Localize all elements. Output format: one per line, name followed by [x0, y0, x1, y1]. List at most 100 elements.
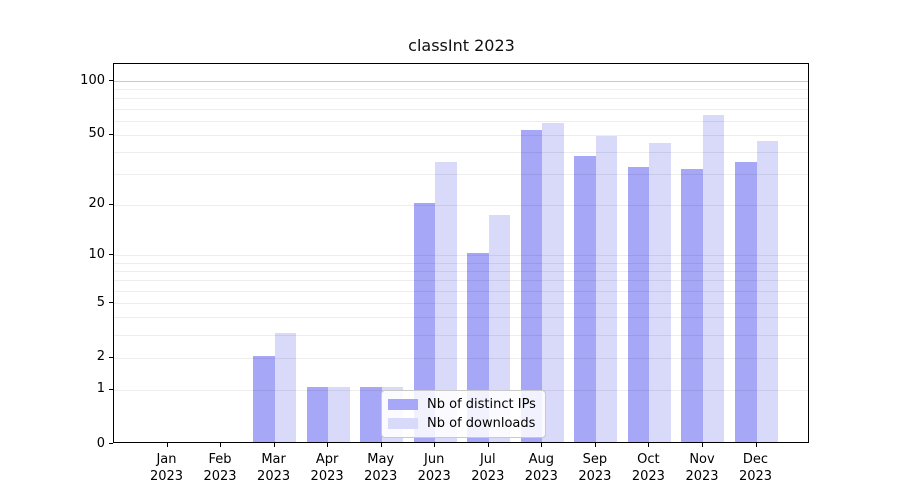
x-tick-month: Feb — [208, 452, 232, 467]
bar-downloads-aug — [542, 122, 564, 442]
x-tick-year: 2023 — [417, 469, 451, 484]
x-tick-mark — [166, 443, 168, 447]
x-tick-label: Aug 2023 — [509, 451, 573, 485]
y-tick-mark — [109, 356, 113, 358]
y-tick-mark — [109, 203, 113, 205]
gridline-major — [114, 81, 808, 82]
x-tick-label: Sep 2023 — [563, 451, 627, 485]
x-tick-month: Oct — [637, 452, 660, 467]
x-tick-month: Apr — [315, 452, 339, 467]
y-tick-label: 0 — [96, 435, 105, 451]
y-tick-mark — [109, 133, 113, 135]
y-tick-label: 50 — [88, 126, 105, 142]
legend-entry-distinct-ips: Nb of distinct IPs — [388, 397, 539, 412]
x-tick-label: Feb 2023 — [188, 451, 252, 485]
legend: Nb of distinct IPs Nb of downloads — [381, 390, 546, 438]
x-tick-year: 2023 — [524, 469, 558, 484]
x-tick-month: Nov — [689, 452, 715, 467]
gridline-minor — [114, 108, 808, 110]
grid-layer — [114, 64, 808, 442]
y-tick-label: 10 — [88, 246, 105, 262]
legend-entry-downloads: Nb of downloads — [388, 416, 539, 431]
gridline-minor — [114, 151, 808, 153]
x-tick-label: Nov 2023 — [670, 451, 734, 485]
x-tick-month: Aug — [528, 452, 554, 467]
x-tick-month: Jun — [424, 452, 445, 467]
bar-distinct-ips-nov — [681, 169, 703, 442]
x-tick-label: Dec 2023 — [724, 451, 788, 485]
bar-downloads-nov — [702, 114, 725, 442]
x-tick-mark — [594, 443, 596, 447]
bar-downloads-sep — [595, 135, 618, 442]
x-tick-mark — [327, 443, 329, 447]
x-tick-year: 2023 — [631, 469, 665, 484]
y-tick-mark — [109, 388, 113, 390]
legend-swatch-downloads — [388, 418, 418, 429]
y-tick-label: 1 — [96, 381, 105, 396]
bar-downloads-mar — [274, 332, 297, 442]
x-tick-month: Mar — [261, 452, 286, 467]
bars-layer — [114, 64, 808, 442]
x-tick-month: Dec — [742, 452, 769, 467]
bar-distinct-ips-mar — [253, 355, 275, 442]
x-tick-year: 2023 — [685, 469, 719, 484]
y-tick-mark — [109, 254, 113, 256]
legend-swatch-distinct-ips — [388, 399, 418, 410]
plot-area — [113, 63, 809, 443]
x-tick-year: 2023 — [149, 469, 184, 484]
bar-distinct-ips-oct — [627, 166, 650, 442]
bar-distinct-ips-aug — [520, 129, 543, 442]
x-tick-mark — [273, 443, 275, 447]
x-tick-month: Sep — [582, 452, 608, 467]
gridline-minor — [114, 204, 808, 206]
gridline-minor — [114, 290, 808, 292]
bar-downloads-jul — [488, 214, 511, 442]
bar-distinct-ips-jun — [413, 202, 436, 442]
gridline-minor — [114, 173, 808, 175]
y-tick-label: 20 — [88, 196, 105, 211]
gridline-minor — [114, 280, 808, 282]
gridline-minor — [114, 357, 808, 359]
x-tick-month: Jul — [479, 452, 496, 467]
x-tick-mark — [380, 443, 382, 447]
bar-downloads-oct — [649, 142, 671, 442]
x-tick-mark — [220, 443, 221, 447]
legend-label-distinct-ips: Nb of distinct IPs — [427, 397, 536, 412]
gridline-minor — [114, 98, 808, 100]
gridline-minor — [114, 89, 808, 91]
gridline-minor — [114, 317, 808, 319]
bar-distinct-ips-apr — [306, 387, 329, 442]
x-tick-label: Jul 2023 — [456, 451, 520, 485]
x-tick-month: Jan — [156, 452, 177, 467]
gridline-minor — [114, 255, 808, 257]
gridline-minor — [114, 335, 808, 336]
gridline-minor — [114, 120, 808, 122]
x-tick-year: 2023 — [738, 469, 773, 484]
x-tick-mark — [755, 443, 757, 447]
x-tick-mark — [487, 443, 489, 447]
x-tick-year: 2023 — [578, 469, 612, 484]
bar-downloads-apr — [328, 387, 350, 442]
x-tick-year: 2023 — [257, 469, 291, 484]
x-tick-year: 2023 — [471, 469, 505, 484]
x-tick-mark — [434, 443, 436, 447]
y-tick-label: 5 — [96, 294, 105, 310]
x-tick-mark — [541, 443, 543, 447]
x-tick-label: Jan 2023 — [135, 451, 199, 485]
x-tick-label: Oct 2023 — [616, 451, 680, 485]
gridline-minor — [114, 303, 808, 305]
y-tick-label: 100 — [80, 72, 105, 88]
x-tick-label: May 2023 — [349, 451, 413, 485]
x-tick-mark — [648, 443, 650, 447]
bar-distinct-ips-dec — [735, 162, 757, 442]
bar-distinct-ips-sep — [574, 155, 596, 442]
x-tick-label: Jun 2023 — [402, 451, 466, 485]
gridline-minor — [114, 262, 808, 264]
x-tick-year: 2023 — [203, 469, 237, 484]
x-tick-mark — [702, 443, 703, 447]
y-tick-mark — [109, 80, 113, 81]
x-tick-year: 2023 — [364, 469, 398, 484]
x-tick-month: May — [367, 452, 395, 467]
bar-downloads-jun — [435, 162, 457, 442]
